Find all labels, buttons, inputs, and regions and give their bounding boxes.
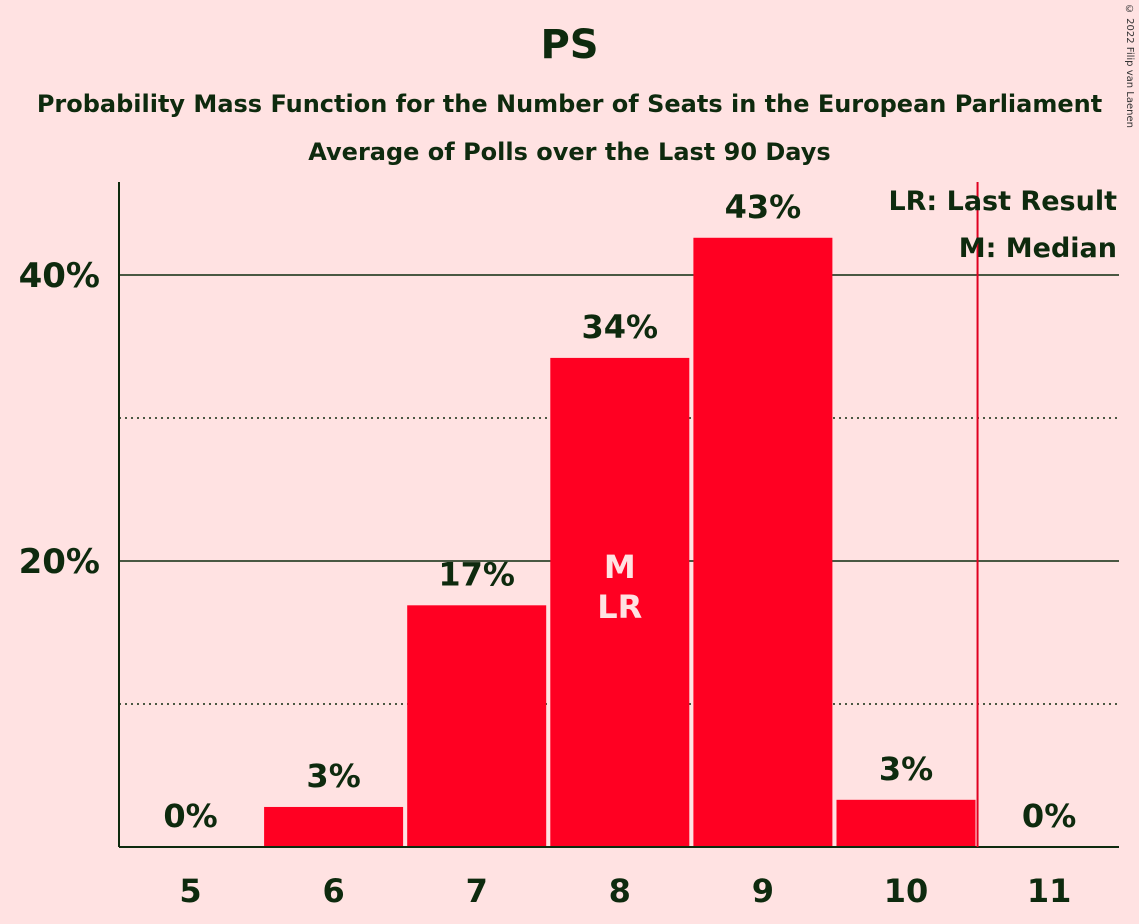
data-label: 0%: [163, 797, 217, 835]
y-tick-label: 20%: [19, 542, 100, 582]
data-label: 0%: [1022, 797, 1076, 835]
data-label: 17%: [438, 555, 515, 593]
bar-marker-label: M: [604, 548, 636, 586]
bar: [836, 799, 976, 847]
copyright-text: © 2022 Filip van Laenen: [1124, 4, 1135, 128]
x-tick-label: 5: [179, 872, 201, 910]
bar-marker-label: LR: [597, 588, 642, 626]
y-tick-label: 40%: [19, 256, 100, 296]
x-tick-label: 9: [752, 872, 774, 910]
data-label: 43%: [725, 188, 802, 226]
chart-title: PS: [540, 22, 599, 68]
chart-subtitle: Probability Mass Function for the Number…: [36, 90, 1103, 118]
legend-median: M: Median: [959, 233, 1117, 264]
data-label: 34%: [582, 308, 659, 346]
bar: [407, 605, 547, 847]
data-label: 3%: [306, 757, 360, 795]
x-tick-label: 7: [466, 872, 488, 910]
bar: [693, 237, 833, 848]
bar: [550, 357, 690, 847]
x-tick-label: 6: [322, 872, 344, 910]
x-tick-label: 11: [1027, 872, 1072, 910]
x-tick-label: 10: [884, 872, 929, 910]
bar: [264, 806, 404, 847]
x-tick-label: 8: [609, 872, 631, 910]
chart-subtitle-2: Average of Polls over the Last 90 Days: [308, 138, 831, 166]
data-label: 3%: [879, 750, 933, 788]
legend-last-result: LR: Last Result: [888, 186, 1117, 217]
